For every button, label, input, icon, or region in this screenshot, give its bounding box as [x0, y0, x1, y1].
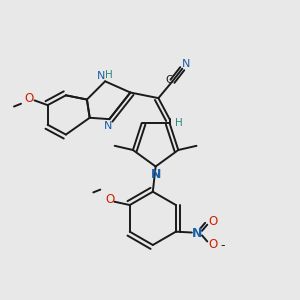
Text: N: N	[150, 168, 161, 181]
Text: -: -	[221, 239, 225, 253]
Text: N: N	[104, 121, 112, 131]
Text: O: O	[208, 215, 218, 228]
Text: N: N	[182, 59, 190, 70]
Text: O: O	[106, 193, 115, 206]
Text: C: C	[165, 75, 173, 85]
Text: N: N	[192, 226, 202, 240]
Text: N: N	[97, 71, 105, 81]
Text: O: O	[208, 238, 218, 251]
Text: H: H	[106, 70, 113, 80]
Text: H: H	[175, 118, 182, 128]
Text: O: O	[25, 92, 34, 105]
